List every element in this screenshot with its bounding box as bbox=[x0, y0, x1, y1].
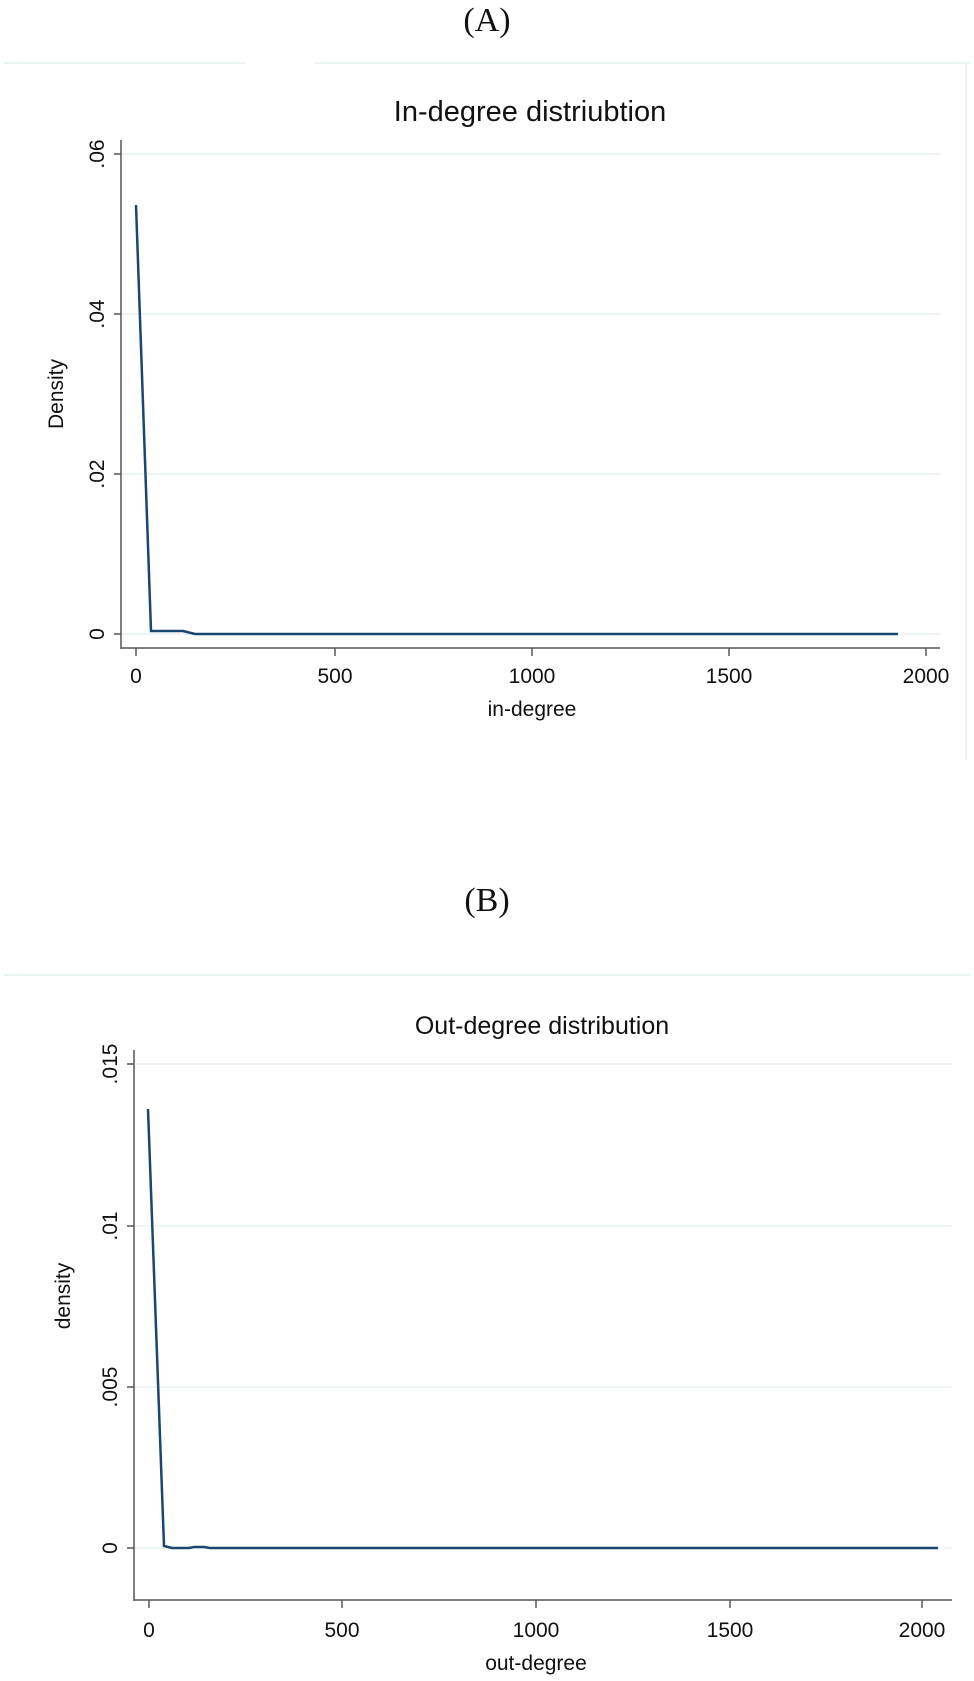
x-tick-label: 2000 bbox=[903, 665, 950, 688]
density-line bbox=[134, 204, 898, 636]
x-tick-label: 1000 bbox=[513, 1619, 560, 1642]
chart-title: Out-degree distribution bbox=[415, 1012, 669, 1040]
panel-label-b: (B) bbox=[464, 882, 510, 919]
y-tick-label: .01 bbox=[99, 1211, 122, 1240]
y-axis-label: Density bbox=[45, 358, 68, 429]
x-tick-label: 1500 bbox=[707, 1619, 754, 1642]
y-axis-label: density bbox=[52, 1262, 75, 1329]
y-tick-label: .015 bbox=[99, 1044, 122, 1085]
out-degree-chart: Out-degree distribution .015 .01 .005 0 … bbox=[4, 974, 970, 1675]
gridlines bbox=[122, 153, 940, 635]
gridlines bbox=[135, 1063, 952, 1549]
in-degree-chart: In-degree distriubtion .06 .04 .02 0 0 5… bbox=[4, 62, 970, 760]
y-tick-label: 0 bbox=[86, 628, 109, 640]
x-tick-label: 0 bbox=[143, 1619, 155, 1642]
y-tick-label: .005 bbox=[99, 1367, 122, 1408]
y-tick-label: .02 bbox=[86, 459, 109, 488]
x-tick-label: 0 bbox=[130, 665, 142, 688]
density-line bbox=[146, 1108, 938, 1550]
y-tick-label: .06 bbox=[86, 139, 109, 168]
y-tick-label: .04 bbox=[86, 299, 109, 329]
panel-label-a: (A) bbox=[463, 2, 511, 39]
x-axis-label: out-degree bbox=[485, 1652, 587, 1675]
x-tick-label: 1500 bbox=[706, 665, 753, 688]
x-tick-label: 500 bbox=[317, 665, 352, 688]
axes bbox=[127, 1050, 952, 1608]
x-tick-label: 2000 bbox=[899, 1619, 946, 1642]
x-tick-label: 500 bbox=[324, 1619, 359, 1642]
chart-title: In-degree distriubtion bbox=[394, 96, 666, 128]
x-tick-label: 1000 bbox=[509, 665, 556, 688]
axes bbox=[114, 140, 940, 656]
y-tick-label: 0 bbox=[99, 1542, 122, 1554]
x-axis-label: in-degree bbox=[488, 698, 577, 721]
